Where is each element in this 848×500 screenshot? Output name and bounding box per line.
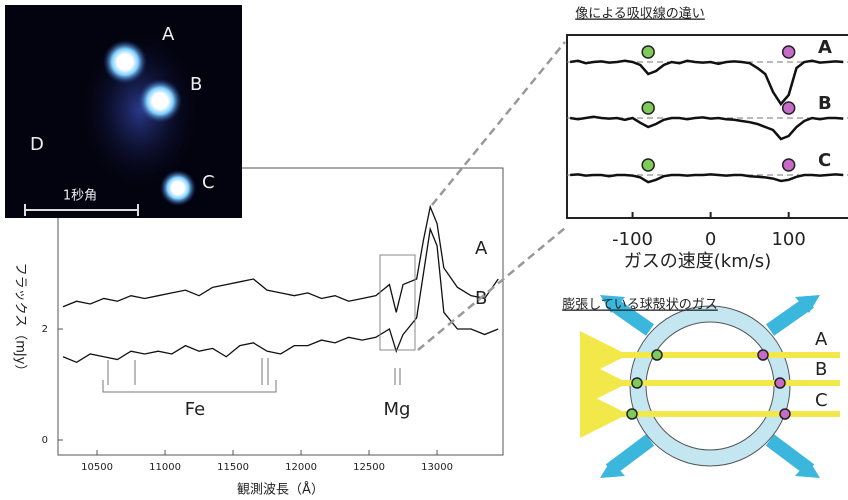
x-tick-label: 11000 — [149, 462, 181, 473]
absorption-line — [570, 174, 843, 182]
shell-diagram — [592, 295, 840, 478]
spectrum-line — [63, 229, 498, 362]
figure: 10500110001150012000125001300002AB観測波長（Å… — [0, 0, 848, 500]
series-label: A — [818, 37, 832, 58]
series-label: C — [818, 150, 831, 171]
diagram-label: C — [815, 390, 828, 411]
marker — [783, 159, 795, 171]
absorption-line — [570, 117, 843, 139]
spectrum-line — [63, 207, 498, 312]
absorption-line — [570, 61, 843, 104]
chart-title: 像による吸収線の違い — [575, 6, 705, 22]
series-label: A — [475, 238, 488, 259]
annotation: Mg — [384, 399, 411, 420]
image-label: C — [202, 172, 215, 193]
y-tick-label: 0 — [42, 435, 48, 446]
x-axis-label: ガスの速度(km/s) — [624, 251, 771, 272]
x-tick-label: 12500 — [353, 462, 385, 473]
marker — [642, 46, 654, 58]
annotation: Fe — [185, 399, 205, 420]
marker — [642, 102, 654, 114]
x-tick-label: 100 — [771, 229, 805, 250]
y-axis-label: フラックス（mJy） — [13, 263, 28, 378]
marker — [783, 46, 795, 58]
x-tick-label: 0 — [705, 229, 716, 250]
marker — [783, 102, 795, 114]
x-tick-label: 12000 — [285, 462, 317, 473]
x-axis-label: 観測波長（Å） — [237, 482, 324, 498]
x-tick-label: 11500 — [217, 462, 249, 473]
series-label: B — [818, 93, 832, 114]
diagram-title: 膨張している球殻状のガス — [562, 298, 718, 313]
marker — [642, 159, 654, 171]
x-tick-label: -100 — [612, 229, 653, 250]
scale-label: 1秒角 — [63, 189, 97, 204]
zoom-chart: -100 0 100 A B C ガスの速度(km/s) — [567, 37, 848, 272]
image-label: A — [162, 24, 175, 45]
diagram-label: A — [815, 329, 828, 350]
y-tick-label: 2 — [42, 324, 48, 335]
x-tick-label: 13000 — [421, 462, 453, 473]
diagram-label: B — [815, 359, 827, 380]
x-tick-label: 10500 — [81, 462, 113, 473]
image-label: D — [30, 134, 44, 155]
image-label: B — [190, 74, 202, 95]
